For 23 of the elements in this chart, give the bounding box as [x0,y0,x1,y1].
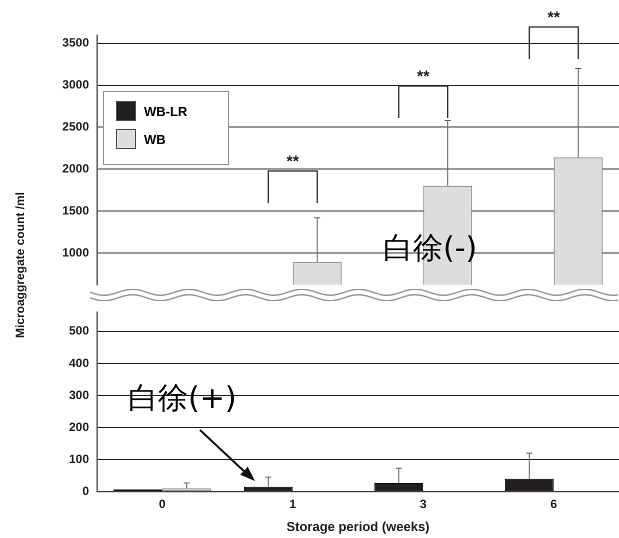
text: ** [548,9,561,26]
y-tick-label: 100 [68,452,90,466]
y-tick-label: 200 [68,420,90,434]
x-tick-label: 6 [550,497,558,512]
y-tick-label: 0 [82,484,90,498]
annotation: ** [286,153,300,170]
y-tick-label: 1500 [62,203,90,218]
y-tick-label: 500 [68,324,90,338]
y-tick-label: 2500 [62,120,90,134]
x-tick-label: 1 [289,497,296,512]
legend-label: WB-LR [144,104,188,118]
y-axis-title: Microaggregate count /ml [13,192,27,338]
x-tick-label: 0 [158,497,166,512]
x-tick-label: 3 [420,497,427,512]
y-tick-label: 3500 [62,36,90,50]
legend-label: WB [144,132,166,146]
x-axis-title: Storage period (weeks) [286,519,430,534]
annotation: ** [417,68,430,86]
y-tick-label: 2000 [62,161,90,176]
y-tick-label: 400 [68,356,90,370]
y-tick-label: 1000 [62,245,90,260]
y-tick-label: 300 [68,388,90,402]
y-tick-label: 3000 [62,78,90,92]
